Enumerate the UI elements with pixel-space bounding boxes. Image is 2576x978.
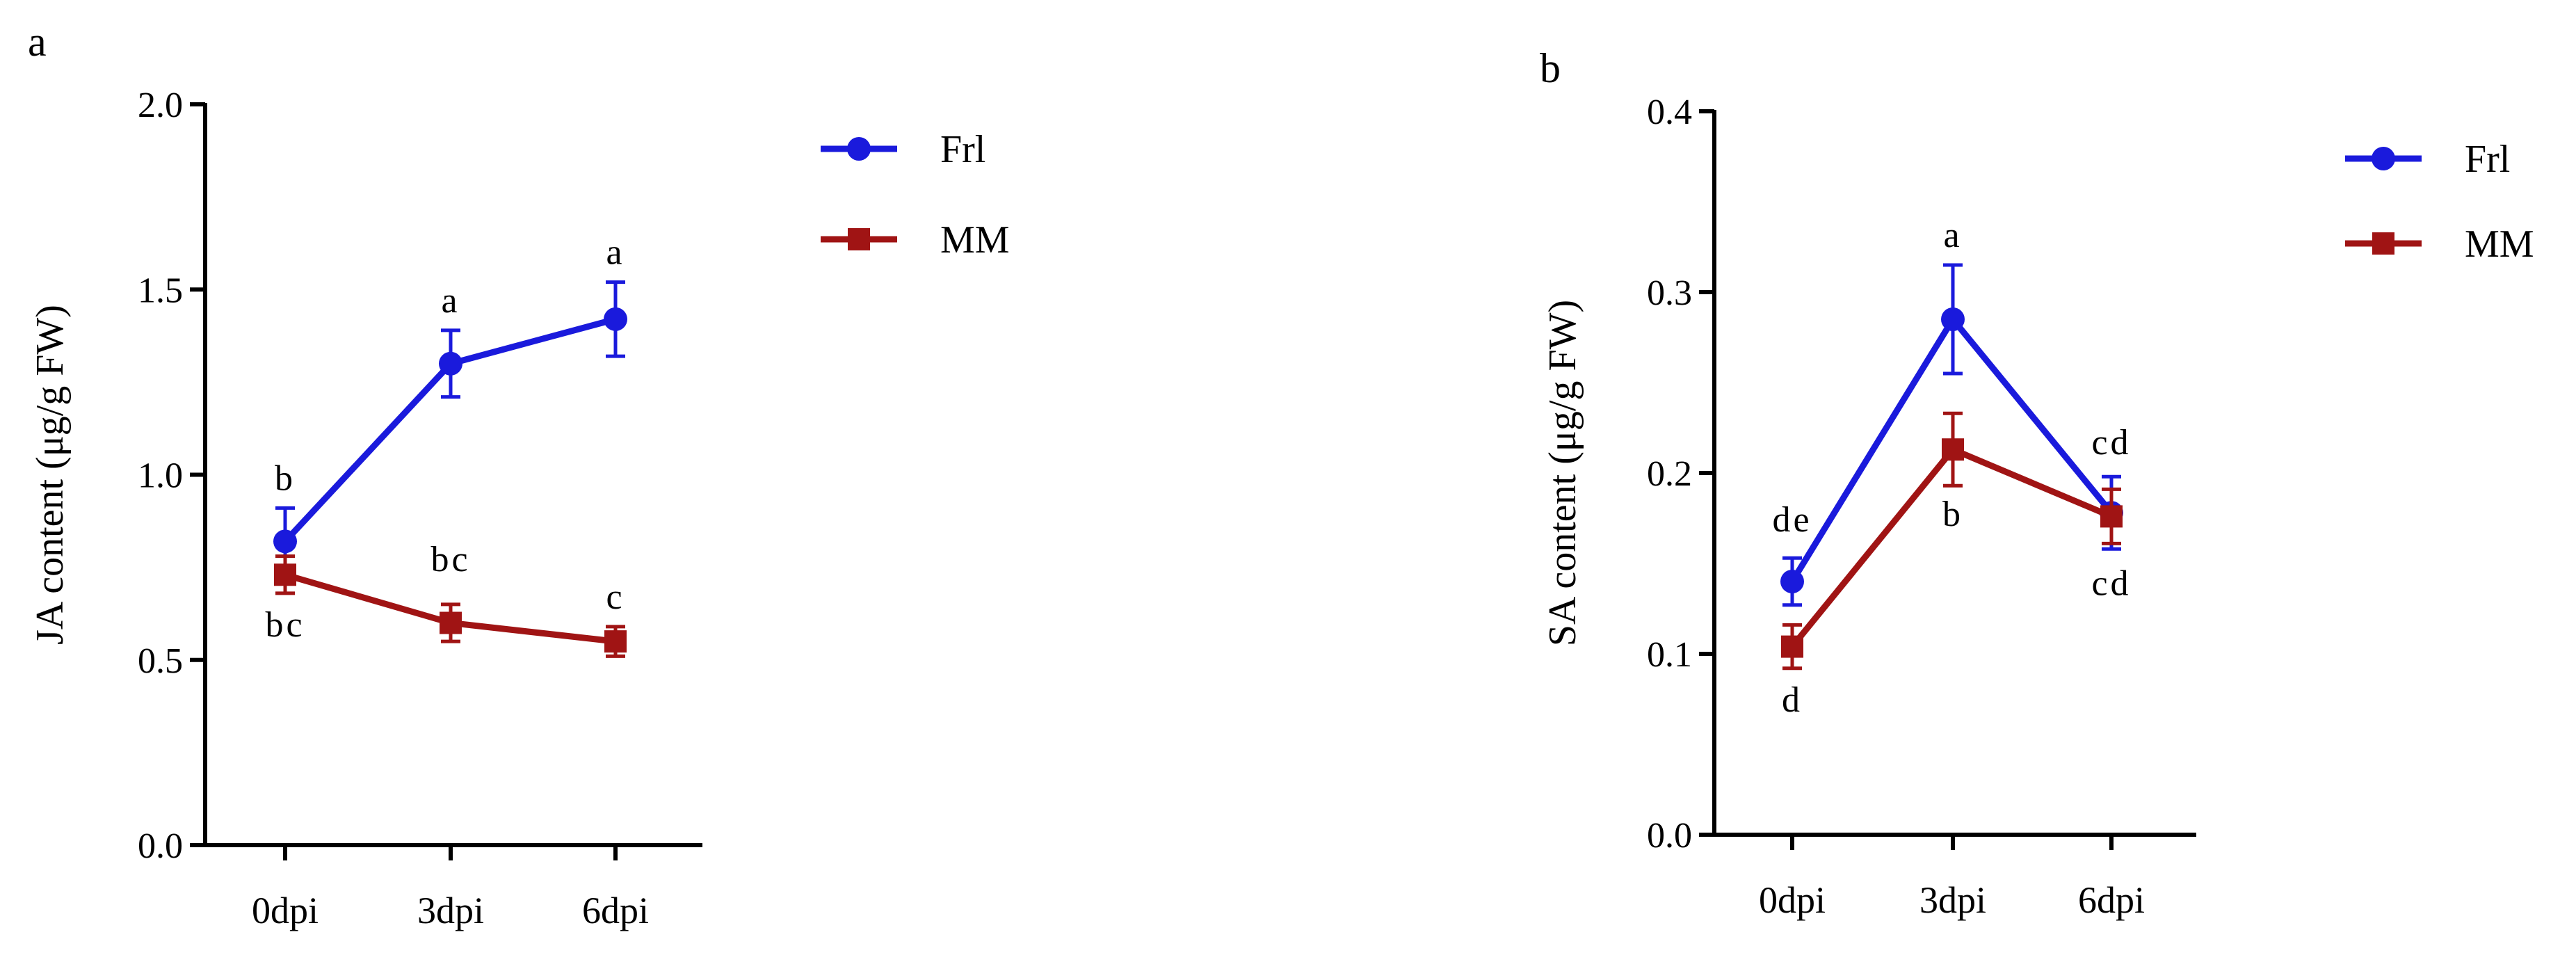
panel-b-series-Frl-significance-label: a: [1943, 216, 1962, 255]
panel-b-series-MM-point: [1781, 635, 1803, 658]
panel-a-series-MM-significance-label: bc: [430, 540, 470, 579]
panel-a-series-Frl-point: [439, 351, 462, 376]
chart-panel-a: a 0.0 0.5 1.0 1.5 2.0 0dpi 3dpi 6dpi JA content …: [28, 19, 1010, 931]
panel-b-series-Frl-point: [1941, 307, 1965, 331]
panel-b-series-MM-significance-label: b: [1942, 495, 1963, 534]
panel-b-series-MM-significance-label: d: [1782, 680, 1803, 720]
panel-b-y-tick-label: 0.2: [1647, 454, 1692, 494]
panel-b-y-tick-label: 0.4: [1647, 93, 1692, 132]
panel-b-y-tick-label: 0.0: [1647, 816, 1692, 856]
panel-b-series-MM-point: [1942, 438, 1964, 461]
panel-a-series-MM-point: [274, 563, 296, 586]
panel-a-series-Frl-significance-label: a: [441, 281, 460, 321]
panel-a-series-MM-significance-label: bc: [265, 605, 305, 645]
panel-a-letter: a: [28, 19, 47, 65]
panel-b-series-MM-point: [2100, 505, 2123, 528]
panel-b-letter: b: [1540, 45, 1561, 91]
panel-b-series-MM-significance-label: cd: [2091, 563, 2131, 603]
panel-a-marks: 0.0 0.5 1.0 1.5 2.0 0dpi 3dpi 6dpi JA content (μ…: [29, 86, 1010, 931]
panel-a-series-Frl-point: [604, 307, 627, 331]
panel-a-y-tick-label: 2.0: [138, 86, 183, 125]
panel-a-x-tick-label: 6dpi: [582, 890, 649, 931]
panel-a-legend-MM-label: MM: [940, 218, 1010, 262]
panel-b-x-tick-label: 0dpi: [1759, 879, 1826, 921]
panel-b-series-Frl-significance-label: de: [1772, 500, 1812, 540]
panel-b-x-tick-label: 6dpi: [2078, 879, 2145, 921]
panel-b-y-tick-label: 0.1: [1647, 635, 1692, 675]
panel-a-legend-MM-marker: [848, 228, 870, 250]
panel-a-series-MM-point: [440, 611, 462, 634]
panel-b-y-axis-label: SA content (μg/g FW): [1541, 300, 1584, 646]
panel-b-x-tick-label: 3dpi: [1919, 879, 1986, 921]
panel-a-series-MM-point: [604, 630, 627, 653]
panel-b-legend-MM-label: MM: [2465, 223, 2534, 266]
panel-a-series-Frl-point: [273, 529, 297, 554]
panel-a-series-Frl-significance-label: a: [606, 233, 625, 273]
panel-a-legend-Frl-marker: [847, 137, 871, 161]
panel-b-legend-MM-marker: [2372, 232, 2394, 255]
panel-b-y-tick-label: 0.3: [1647, 273, 1692, 313]
panel-b-series-Frl-significance-label: cd: [2091, 423, 2131, 463]
panel-a-y-tick-label: 0.5: [138, 641, 183, 681]
panel-a-x-tick-label: 3dpi: [417, 890, 484, 931]
panel-b-legend-Frl-label: Frl: [2465, 138, 2510, 181]
panel-a-y-tick-label: 1.5: [138, 271, 183, 310]
chart-panel-b: b 0.0 0.1 0.2 0.3 0.4 0dpi 3dpi 6dpi SA content …: [1540, 45, 2534, 921]
panel-a-legend-Frl-label: Frl: [940, 128, 985, 171]
panel-a-series-Frl-significance-label: b: [275, 458, 296, 498]
panel-a-y-axis-label: JA content (μg/g FW): [29, 305, 72, 645]
panel-a-y-tick-label: 1.0: [138, 456, 183, 496]
panel-b-marks: 0.0 0.1 0.2 0.3 0.4 0dpi 3dpi 6dpi SA content (μ…: [1541, 93, 2534, 921]
panel-a-series-MM-significance-label: c: [606, 577, 625, 617]
panel-b-legend-Frl-marker: [2372, 147, 2395, 170]
panel-a-x-tick-label: 0dpi: [252, 890, 319, 931]
panel-b-series-Frl-point: [1780, 570, 1804, 593]
panel-a-y-tick-label: 0.0: [138, 826, 183, 866]
